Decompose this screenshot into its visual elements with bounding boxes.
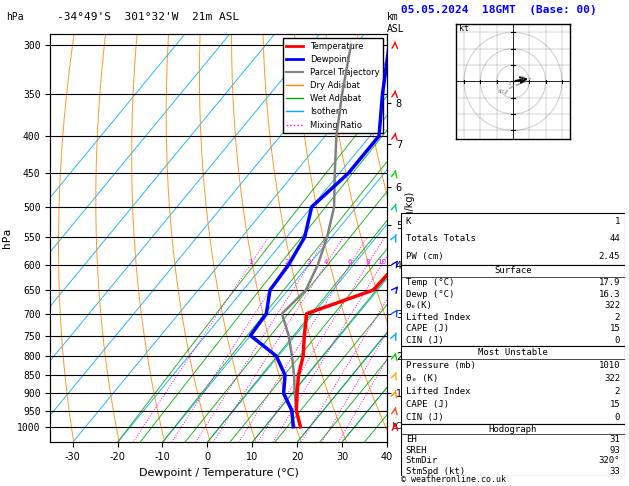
Text: SREH: SREH [406,446,427,454]
Text: 3: 3 [307,259,311,265]
X-axis label: Dewpoint / Temperature (°C): Dewpoint / Temperature (°C) [138,468,299,478]
Text: 15: 15 [610,324,620,333]
Text: 15: 15 [610,400,620,409]
Text: Most Unstable: Most Unstable [478,348,548,357]
Text: 6: 6 [348,259,352,265]
Text: Pressure (mb): Pressure (mb) [406,361,476,370]
Text: 322: 322 [604,374,620,383]
Text: Hodograph: Hodograph [489,425,537,434]
Text: 2: 2 [284,259,289,265]
Text: kt: kt [459,24,469,33]
Text: © weatheronline.co.uk: © weatheronline.co.uk [401,474,506,484]
Text: 2.45: 2.45 [599,252,620,261]
Text: CAPE (J): CAPE (J) [406,400,448,409]
Text: hPa: hPa [6,12,24,22]
Text: sfc: sfc [498,89,506,94]
Text: 0: 0 [615,413,620,422]
Text: 2: 2 [615,313,620,322]
Text: θₑ (K): θₑ (K) [406,374,438,383]
Text: 16.3: 16.3 [599,290,620,298]
Bar [401,265,625,346]
Text: Lifted Index: Lifted Index [406,313,470,322]
Text: 322: 322 [604,301,620,310]
Text: K: K [406,217,411,226]
Text: 3: 3 [508,81,511,86]
Text: StmSpd (kt): StmSpd (kt) [406,467,465,475]
Text: 6: 6 [521,76,525,81]
Text: 17.9: 17.9 [599,278,620,287]
Text: EH: EH [406,435,416,444]
Text: StmDir: StmDir [406,456,438,465]
Text: 1010: 1010 [599,361,620,370]
Text: CIN (J): CIN (J) [406,336,443,345]
Text: 05.05.2024  18GMT  (Base: 00): 05.05.2024 18GMT (Base: 00) [401,5,597,15]
Bar [401,346,625,424]
Text: km
ASL: km ASL [387,12,404,34]
Text: 320°: 320° [599,456,620,465]
Bar [401,424,625,476]
Text: 0: 0 [615,336,620,345]
Text: 10: 10 [377,259,386,265]
Text: 1: 1 [615,217,620,226]
Text: Dewp (°C): Dewp (°C) [406,290,454,298]
Text: LCL: LCL [391,422,406,431]
Legend: Temperature, Dewpoint, Parcel Trajectory, Dry Adiabat, Wet Adiabat, Isotherm, Mi: Temperature, Dewpoint, Parcel Trajectory… [283,38,382,133]
Text: Totals Totals: Totals Totals [406,235,476,243]
Text: 31: 31 [610,435,620,444]
Text: 44: 44 [610,235,620,243]
Text: PW (cm): PW (cm) [406,252,443,261]
Text: Temp (°C): Temp (°C) [406,278,454,287]
Text: 2: 2 [615,387,620,396]
Text: 1: 1 [248,259,252,265]
Text: 4: 4 [323,259,328,265]
Text: -34°49'S  301°32'W  21m ASL: -34°49'S 301°32'W 21m ASL [57,12,239,22]
Y-axis label: Mixing Ratio (g/kg): Mixing Ratio (g/kg) [405,192,415,284]
Text: θₑ(K): θₑ(K) [406,301,433,310]
Text: 93: 93 [610,446,620,454]
Text: 33: 33 [610,467,620,475]
Text: 8: 8 [365,259,370,265]
Text: CAPE (J): CAPE (J) [406,324,448,333]
Bar [401,213,625,265]
Text: Surface: Surface [494,266,532,276]
Y-axis label: hPa: hPa [1,228,11,248]
Text: Lifted Index: Lifted Index [406,387,470,396]
Text: CIN (J): CIN (J) [406,413,443,422]
